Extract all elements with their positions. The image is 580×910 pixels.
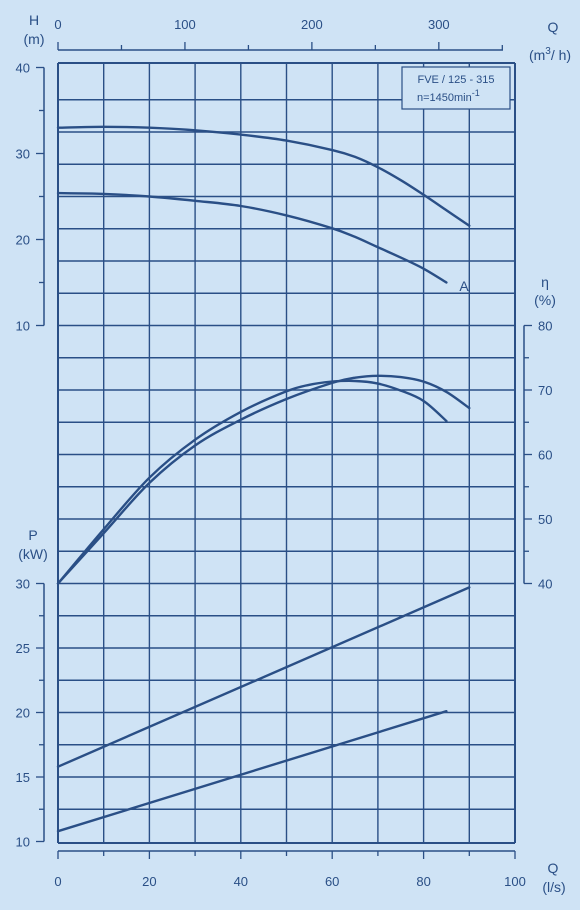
head-axis-unit: (m) xyxy=(24,31,45,47)
q-top-axis-unit: (m3/ h) xyxy=(529,46,571,63)
q-top-unit-base: (m xyxy=(529,47,545,63)
chart-axes: 0 20 40 60 80 100 0 100 200 300 10 20 30 40 40 50 60 70 80… xyxy=(16,17,553,889)
q-bottom-tick-label: 40 xyxy=(234,874,248,889)
q-bottom-tick-label: 0 xyxy=(54,874,61,889)
q-bottom-tick-label: 80 xyxy=(416,874,430,889)
q-top-tick-label: 0 xyxy=(54,17,61,32)
speed-value: n=1450min xyxy=(417,92,472,104)
q-top-tick-label: 300 xyxy=(428,17,450,32)
head-tick-label: 20 xyxy=(16,233,30,248)
efficiency-axis-label: η xyxy=(541,274,549,290)
model-name: FVE / 125 - 315 xyxy=(417,74,494,86)
q-top-tick-label: 100 xyxy=(174,17,196,32)
q-bottom-tick-label: 100 xyxy=(504,874,526,889)
efficiency-tick-label: 50 xyxy=(538,512,552,527)
head-tick-label: 10 xyxy=(16,319,30,334)
q-top-axis-label: Q xyxy=(548,19,559,35)
chart-grid xyxy=(58,63,515,843)
head-tick-label: 30 xyxy=(16,147,30,162)
efficiency-tick-label: 70 xyxy=(538,383,552,398)
power-tick-label: 20 xyxy=(16,706,30,721)
q-top-unit-tail: / h) xyxy=(551,47,571,63)
head-axis-label: H xyxy=(29,12,39,28)
q-bottom-axis-unit: (l/s) xyxy=(542,879,565,895)
head-curve-1 xyxy=(56,125,471,227)
efficiency-tick-label: 40 xyxy=(538,577,552,592)
efficiency-axis-unit: (%) xyxy=(534,292,556,308)
power-axis-unit: (kW) xyxy=(18,546,48,562)
q-top-unit-exponent: 3 xyxy=(545,46,551,57)
head-curve-2 xyxy=(56,191,448,284)
q-bottom-tick-label: 20 xyxy=(142,874,156,889)
q-bottom-axis-label: Q xyxy=(548,860,559,876)
efficiency-curve-1 xyxy=(56,379,448,585)
power-tick-label: 25 xyxy=(16,641,30,656)
curve-label-a: A xyxy=(459,278,469,294)
power-curve-2 xyxy=(56,710,448,833)
head-tick-label: 40 xyxy=(16,61,30,76)
model-info-box xyxy=(401,66,511,110)
model-speed: n=1450min-1 xyxy=(417,88,480,104)
q-bottom-tick-label: 60 xyxy=(325,874,339,889)
efficiency-curve-2 xyxy=(56,374,471,585)
power-tick-label: 10 xyxy=(16,835,30,850)
speed-exponent: -1 xyxy=(472,88,480,98)
power-tick-label: 30 xyxy=(16,577,30,592)
power-axis-label: P xyxy=(28,527,37,543)
power-curve-1 xyxy=(56,586,471,768)
efficiency-tick-label: 60 xyxy=(538,448,552,463)
q-top-tick-label: 200 xyxy=(301,17,323,32)
chart-curves xyxy=(56,125,471,833)
power-tick-label: 15 xyxy=(16,770,30,785)
efficiency-tick-label: 80 xyxy=(538,319,552,334)
